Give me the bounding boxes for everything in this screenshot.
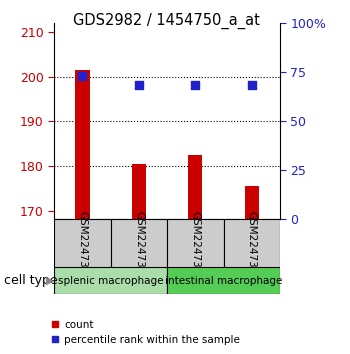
Text: splenic macrophage: splenic macrophage	[58, 275, 163, 286]
Bar	[167, 219, 224, 267]
Bar	[75, 70, 90, 219]
Bar	[111, 219, 167, 267]
Bar	[132, 164, 146, 219]
Text: GDS2982 / 1454750_a_at: GDS2982 / 1454750_a_at	[73, 12, 260, 29]
Text: GSM224736: GSM224736	[247, 211, 257, 274]
Point	[136, 82, 142, 88]
Text: GSM224735: GSM224735	[134, 211, 144, 274]
Legend: count, percentile rank within the sample: count, percentile rank within the sample	[51, 320, 240, 345]
Text: ▶: ▶	[46, 275, 54, 286]
Text: GSM224733: GSM224733	[77, 211, 88, 274]
Point	[80, 73, 85, 79]
Bar	[245, 186, 259, 219]
Bar	[54, 267, 167, 294]
Bar	[188, 155, 202, 219]
Text: GSM224734: GSM224734	[190, 211, 200, 274]
Text: intestinal macrophage: intestinal macrophage	[165, 275, 282, 286]
Bar	[167, 267, 280, 294]
Point	[193, 82, 198, 88]
Text: cell type: cell type	[4, 274, 57, 287]
Bar	[54, 219, 111, 267]
Bar	[224, 219, 280, 267]
Point	[249, 82, 254, 88]
